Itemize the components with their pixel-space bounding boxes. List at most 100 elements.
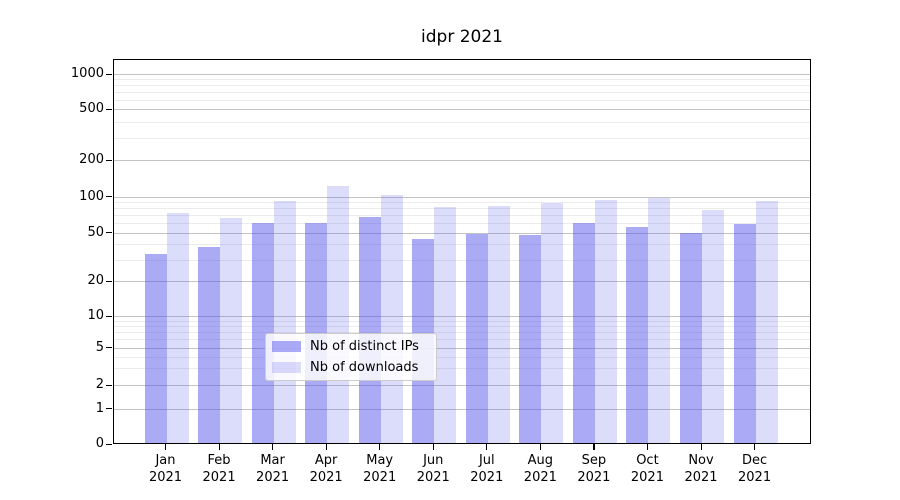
gridline-minor: [114, 332, 810, 334]
x-tick-label: Mar 2021: [256, 453, 290, 485]
gridline-major: [114, 109, 810, 111]
legend-label-downloads: Nb of downloads: [310, 360, 419, 375]
x-tick-label: Jan 2021: [148, 453, 183, 485]
gridline-minor: [114, 259, 810, 261]
bar-distinct-ips: [465, 233, 488, 444]
x-tick-label: Nov 2021: [684, 453, 718, 485]
gridline-minor: [114, 339, 810, 341]
gridline-minor: [114, 368, 810, 370]
x-axis-tick: [754, 444, 756, 450]
x-axis-tick: [646, 444, 649, 450]
bar-distinct-ips: [680, 232, 702, 444]
gridline-minor: [114, 85, 810, 87]
bar-downloads: [273, 201, 296, 444]
x-axis-tick: [432, 444, 434, 450]
bar-downloads: [594, 200, 617, 444]
gridline-major: [114, 316, 810, 317]
y-tick-label: 2: [95, 377, 104, 392]
x-axis-tick: [165, 444, 167, 450]
x-axis-tick: [539, 444, 542, 450]
gridline-minor: [114, 356, 810, 358]
gridline-minor: [114, 100, 810, 101]
bar-downloads: [487, 206, 510, 444]
chart-title: idpr 2021: [421, 27, 503, 47]
gridline-major: [114, 196, 810, 198]
bar-downloads: [702, 209, 724, 444]
bar-distinct-ips: [144, 254, 167, 444]
gridline-minor: [114, 244, 810, 246]
x-axis-tick: [272, 444, 274, 450]
x-axis-tick: [325, 444, 327, 450]
y-tick-label: 50: [87, 224, 104, 240]
legend-row-downloads: Nb of downloads: [272, 360, 428, 375]
x-tick-label: May 2021: [363, 453, 397, 485]
legend-label-distinct-ips: Nb of distinct IPs: [310, 339, 419, 354]
x-tick-label: Aug 2021: [523, 453, 557, 485]
x-tick-label: Jul 2021: [470, 453, 504, 485]
y-axis-tick: [106, 108, 112, 110]
y-axis-tick: [106, 315, 112, 317]
y-axis-tick: [106, 280, 112, 282]
y-axis-tick: [106, 347, 112, 349]
gridline-minor: [114, 326, 810, 328]
gridline-minor: [114, 215, 810, 217]
x-axis-tick: [379, 444, 381, 450]
bar-distinct-ips: [572, 223, 595, 444]
legend-row-distinct-ips: Nb of distinct IPs: [272, 339, 428, 354]
bar-downloads: [755, 201, 778, 444]
x-tick-label: Feb 2021: [202, 453, 236, 485]
bar-downloads: [541, 202, 564, 444]
gridline-major: [114, 160, 810, 161]
legend-swatch-downloads: [272, 362, 301, 373]
x-axis-tick: [486, 444, 488, 450]
y-tick-label: 100: [79, 188, 104, 204]
gridline-major: [114, 347, 810, 349]
y-axis-tick: [106, 408, 112, 410]
plot-area: [113, 59, 811, 444]
legend: Nb of distinct IPs Nb of downloads: [265, 333, 437, 381]
bar-downloads: [380, 194, 403, 444]
x-axis-tick: [700, 444, 702, 450]
gridline-minor: [114, 137, 810, 139]
gridline-minor: [114, 202, 810, 204]
bar-downloads: [220, 218, 243, 444]
y-axis-tick: [106, 384, 112, 386]
gridline-major: [114, 385, 810, 386]
x-axis-tick: [218, 444, 220, 450]
gridline-minor: [114, 121, 810, 123]
gridline-major: [114, 232, 810, 234]
y-tick-label: 5: [95, 339, 104, 355]
y-tick-label: 0: [95, 436, 104, 451]
y-tick-label: 10: [87, 308, 104, 323]
gridline-minor: [114, 92, 810, 94]
bar-distinct-ips: [358, 216, 381, 444]
gridline-major: [114, 408, 810, 410]
gridline-minor: [114, 223, 810, 225]
bar-distinct-ips: [251, 223, 274, 444]
y-tick-label: 200: [79, 152, 104, 167]
y-axis-tick: [106, 443, 112, 445]
x-axis-tick: [593, 444, 595, 450]
gridline-minor: [114, 320, 810, 322]
bar-downloads: [434, 206, 457, 444]
y-axis-tick: [106, 232, 112, 234]
bar-downloads: [327, 185, 350, 444]
x-tick-label: Sep 2021: [577, 453, 611, 485]
bar-downloads: [166, 213, 189, 444]
gridline-major: [114, 281, 810, 282]
bar-distinct-ips: [519, 234, 542, 444]
gridline-minor: [114, 79, 810, 81]
legend-swatch-distinct-ips: [272, 341, 301, 352]
bar-distinct-ips: [198, 246, 221, 444]
gridline-major: [114, 74, 810, 75]
bar-distinct-ips: [626, 226, 649, 444]
y-tick-label: 1: [95, 400, 104, 416]
x-tick-label: Dec 2021: [738, 453, 772, 485]
x-tick-label: Oct 2021: [630, 453, 664, 485]
bar-distinct-ips: [733, 224, 756, 444]
y-axis-tick: [106, 73, 112, 75]
y-axis-tick: [106, 159, 112, 161]
y-tick-label: 1000: [70, 66, 104, 81]
gridline-minor: [114, 208, 810, 210]
